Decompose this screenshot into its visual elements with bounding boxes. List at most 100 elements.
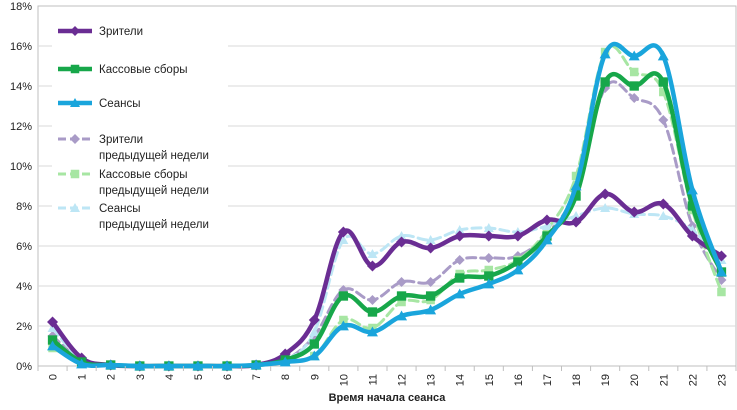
legend-item: Сеансы bbox=[58, 98, 140, 110]
series-layer bbox=[47, 42, 727, 372]
legend-marker bbox=[70, 203, 80, 212]
data-point bbox=[163, 360, 175, 371]
data-point bbox=[455, 273, 465, 283]
data-point bbox=[337, 226, 349, 238]
y-tick-label: 12% bbox=[10, 121, 32, 133]
data-point bbox=[512, 264, 524, 275]
data-point bbox=[367, 307, 378, 317]
x-tick-label: 19 bbox=[600, 374, 612, 386]
x-tick-label: 20 bbox=[629, 374, 641, 386]
legend: Зрители Кассовые сборы Сеансы Зрители предыд… bbox=[52, 16, 228, 237]
data-point bbox=[571, 171, 581, 181]
x-tick-label: 1 bbox=[77, 374, 89, 380]
data-point bbox=[425, 235, 436, 244]
data-point bbox=[425, 291, 436, 301]
legend-label: Сеансы bbox=[99, 203, 140, 215]
legend-label: предыдущей недели bbox=[99, 185, 209, 197]
data-point bbox=[338, 291, 349, 301]
data-point bbox=[484, 271, 494, 281]
series-3 bbox=[47, 42, 727, 371]
y-tick-label: 6% bbox=[16, 241, 32, 253]
legend-item: Сеансы предыдущей недели bbox=[58, 203, 209, 231]
data-point bbox=[396, 236, 408, 248]
data-point bbox=[484, 265, 494, 275]
data-point bbox=[308, 350, 320, 361]
data-point bbox=[657, 198, 669, 210]
legend-marker bbox=[70, 26, 80, 36]
data-point bbox=[629, 67, 639, 77]
data-point bbox=[47, 340, 59, 351]
data-point bbox=[658, 77, 668, 87]
data-point bbox=[367, 249, 378, 258]
data-point bbox=[396, 277, 407, 287]
legend-marker bbox=[70, 134, 80, 144]
data-point bbox=[687, 201, 698, 211]
data-point bbox=[483, 230, 495, 242]
data-point bbox=[105, 359, 117, 370]
x-tick-label: 0 bbox=[48, 374, 60, 380]
data-point bbox=[309, 327, 320, 336]
data-point bbox=[686, 230, 698, 242]
y-tick-label: 8% bbox=[16, 201, 32, 213]
x-tick-label: 10 bbox=[338, 374, 350, 386]
x-tick-label: 11 bbox=[367, 374, 379, 385]
data-point bbox=[513, 257, 523, 267]
x-tick-label: 7 bbox=[251, 374, 263, 380]
data-point bbox=[250, 359, 262, 370]
data-point bbox=[628, 206, 640, 218]
data-point bbox=[366, 260, 378, 272]
x-tick-label: 16 bbox=[513, 374, 525, 386]
data-point bbox=[483, 278, 495, 289]
data-point bbox=[600, 203, 611, 212]
data-point bbox=[658, 115, 669, 125]
data-point bbox=[396, 231, 407, 240]
data-point bbox=[425, 277, 436, 287]
data-point bbox=[279, 356, 291, 367]
y-tick-label: 14% bbox=[10, 81, 32, 93]
data-point bbox=[425, 304, 437, 315]
data-point bbox=[308, 314, 320, 326]
data-point bbox=[541, 234, 553, 245]
y-tick-label: 18% bbox=[10, 1, 32, 13]
legend-item: Кассовые сборы предыдущей недели bbox=[58, 169, 209, 197]
data-point bbox=[629, 81, 639, 91]
data-point bbox=[221, 360, 233, 371]
x-tick-label: 2 bbox=[106, 374, 118, 380]
y-tick-label: 2% bbox=[16, 321, 32, 333]
data-point bbox=[629, 93, 640, 103]
data-point bbox=[483, 253, 494, 263]
data-point bbox=[76, 358, 88, 369]
x-tick-label: 18 bbox=[571, 374, 583, 386]
data-point bbox=[454, 255, 465, 265]
legend-box bbox=[52, 16, 228, 237]
data-point bbox=[571, 191, 581, 201]
x-tick-label: 5 bbox=[193, 374, 205, 380]
data-point bbox=[686, 184, 698, 195]
legend-label: Сеансы bbox=[99, 98, 140, 110]
legend-marker bbox=[70, 98, 80, 107]
legend-label: Кассовые сборы bbox=[99, 169, 187, 181]
legend-label: предыдущей недели bbox=[99, 150, 209, 162]
x-tick-label: 15 bbox=[484, 374, 496, 386]
data-point bbox=[541, 214, 553, 226]
x-axis-title: Время начала сеанса bbox=[329, 392, 447, 404]
data-point bbox=[192, 360, 204, 371]
data-point bbox=[628, 50, 640, 61]
data-point bbox=[512, 230, 524, 242]
y-tick-label: 16% bbox=[10, 41, 32, 53]
x-tick-label: 17 bbox=[542, 374, 554, 386]
x-tick-label: 21 bbox=[658, 374, 670, 386]
data-point bbox=[657, 50, 669, 61]
data-point bbox=[658, 211, 669, 220]
data-point bbox=[454, 225, 465, 234]
x-tick-label: 9 bbox=[309, 374, 321, 380]
data-point bbox=[570, 216, 582, 228]
data-point bbox=[717, 287, 726, 297]
data-point bbox=[570, 180, 582, 191]
legend-marker bbox=[70, 169, 80, 179]
legend-label: Кассовые сборы bbox=[99, 64, 187, 76]
y-tick-label: 0% bbox=[16, 361, 32, 373]
data-point bbox=[454, 230, 466, 242]
data-point bbox=[454, 288, 466, 299]
x-tick-label: 4 bbox=[164, 374, 176, 380]
